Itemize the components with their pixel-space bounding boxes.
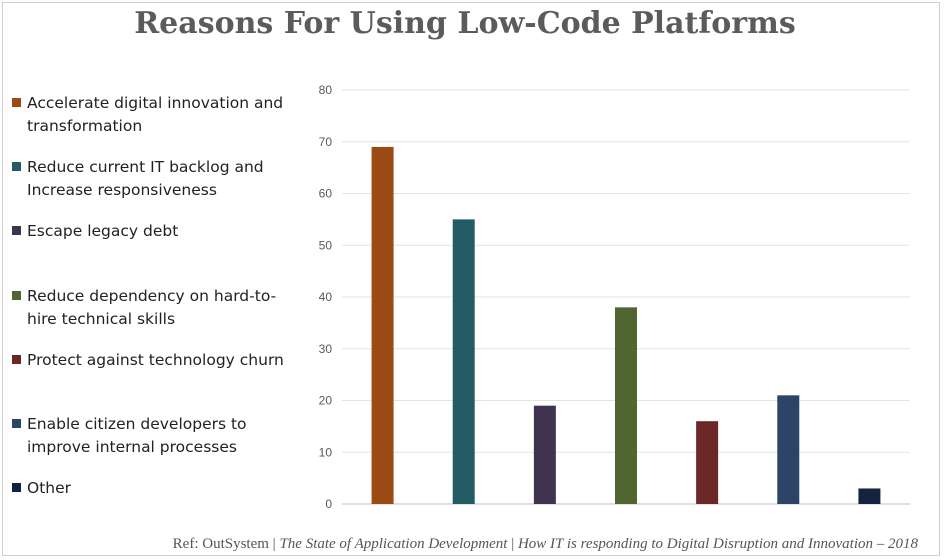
legend-label: Protect against technology churn [27,351,284,369]
bar [615,307,637,504]
y-tick-label: 80 [319,83,333,97]
legend-label: Other [27,479,72,497]
y-tick-label: 70 [319,135,333,149]
bar [777,395,800,504]
legend-swatch [12,162,21,171]
reference-prefix: Ref: OutSystem | [172,536,280,552]
y-tick-label: 0 [325,497,332,511]
y-tick-label: 20 [319,394,333,408]
legend-label: Enable citizen developers to improve int… [27,415,247,456]
legend-swatch [12,355,21,364]
bar [696,421,719,504]
bar [533,405,556,504]
y-tick-label: 50 [319,238,333,252]
legend-label: Reduce current IT backlog and Increase r… [27,158,264,199]
y-tick-label: 40 [319,290,333,304]
legend-swatch [12,98,21,107]
legend-label: Escape legacy debt [27,222,179,240]
legend-label: Reduce dependency on hard-to-hire techni… [27,287,277,328]
y-tick-label: 10 [319,445,333,459]
chart-title: Reasons For Using Low-Code Platforms [134,6,796,41]
legend-swatch [12,419,21,428]
legend-swatch [12,291,21,300]
bar [452,219,475,504]
y-tick-label: 30 [319,342,333,356]
legend-label: Accelerate digital innovation and transf… [27,94,284,135]
bar-chart: 0 10 20 30 40 50 60 70 80 [319,83,910,511]
bar [858,488,881,504]
bar [371,146,394,505]
legend-swatch [12,226,21,235]
legend-swatch [12,483,21,492]
y-tick-label: 60 [319,187,333,201]
reference-separator: | [507,536,518,552]
reference-report-title: The State of Application Development [279,536,508,552]
reference-report-subtitle: How IT is responding to Digital Disrupti… [517,536,918,552]
reference-note: Ref: OutSystem | The State of Applicatio… [0,536,918,553]
